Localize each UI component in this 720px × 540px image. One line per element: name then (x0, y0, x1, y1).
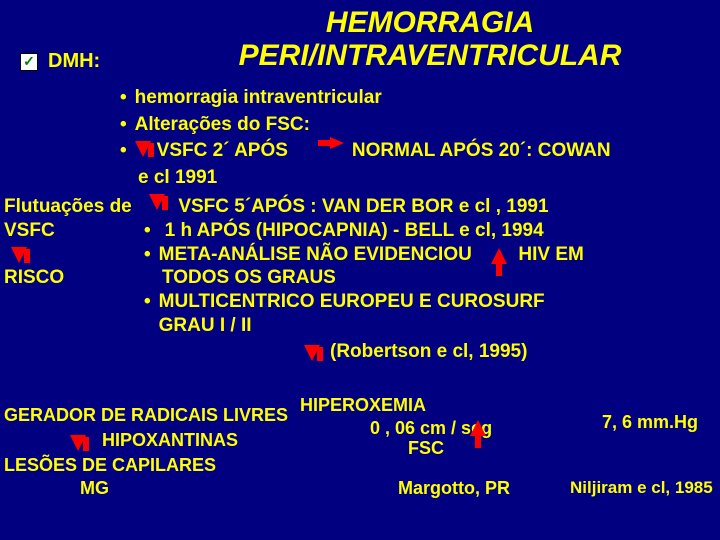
mg-line: MG (80, 478, 109, 499)
flut-l2: VSFC (4, 219, 134, 243)
arrow-down-icon (11, 247, 27, 263)
arrow-down-icon (304, 345, 320, 361)
gerador-line: GERADOR DE RADICAIS LIVRES (4, 405, 288, 426)
bullet-7: • MULTICENTRICO EUROPEU E CUROSURF GRAU … (144, 290, 584, 338)
hiperoxemia: HIPEROXEMIA (300, 395, 426, 416)
hipoxantinas-line: HIPOXANTINAS (70, 430, 238, 451)
lesoes-line: LESÕES DE CAPILARES (4, 455, 216, 476)
arrow-up-icon (470, 420, 486, 436)
title-line1: HEMORRAGIA (326, 6, 534, 39)
bullet-3c: e cl 1991 (138, 166, 716, 191)
flut-block: Flutuações de VSFC 5´APÓS : VAN DER BOR … (4, 195, 584, 363)
bullet-6: META-ANÁLISE NÃO EVIDENCIOU HIV EM (159, 243, 584, 267)
arrow-right-icon (330, 137, 344, 149)
bullet-6c: TODOS OS GRAUS (162, 266, 336, 290)
fsc-label: FSC (408, 438, 444, 459)
bullet-3: • VSFC 2´ APÓS NORMAL APÓS 20´: COWAN (120, 139, 716, 164)
bullet-1: •hemorragia intraventricular (120, 86, 716, 111)
title-line2: PERI/INTRAVENTRICULAR (239, 39, 622, 72)
hg-val: 7, 6 mm.Hg (602, 412, 698, 433)
bullet-5: 1 h APÓS (HIPOCAPNIA) - BELL e cl, 1994 (165, 219, 544, 243)
checkbox-icon: ✓ (20, 53, 38, 71)
arrow-up-icon (491, 248, 507, 264)
margotto: Margotto, PR (398, 478, 510, 499)
arrow-down-icon (149, 194, 165, 210)
flut-l1: Flutuações de (4, 196, 132, 217)
dmh-label: DMH: (48, 50, 100, 73)
arrow-down-icon (135, 141, 151, 157)
arrow-down-icon (70, 435, 86, 451)
flut-l3: RISCO (4, 266, 134, 290)
content-block: •hemorragia intraventricular •Alterações… (120, 86, 716, 193)
bullet-4: VSFC 5´APÓS : VAN DER BOR e cl , 1991 (178, 196, 548, 217)
slide-title: HEMORRAGIA PERI/INTRAVENTRICULAR (160, 0, 700, 72)
bullet-2: •Alterações do FSC: (120, 113, 716, 138)
niljiram: Niljiram e cl, 1985 (570, 478, 713, 498)
robertson-line: (Robertson e cl, 1995) (304, 340, 584, 364)
dmh-row: ✓ DMH: (20, 50, 100, 73)
